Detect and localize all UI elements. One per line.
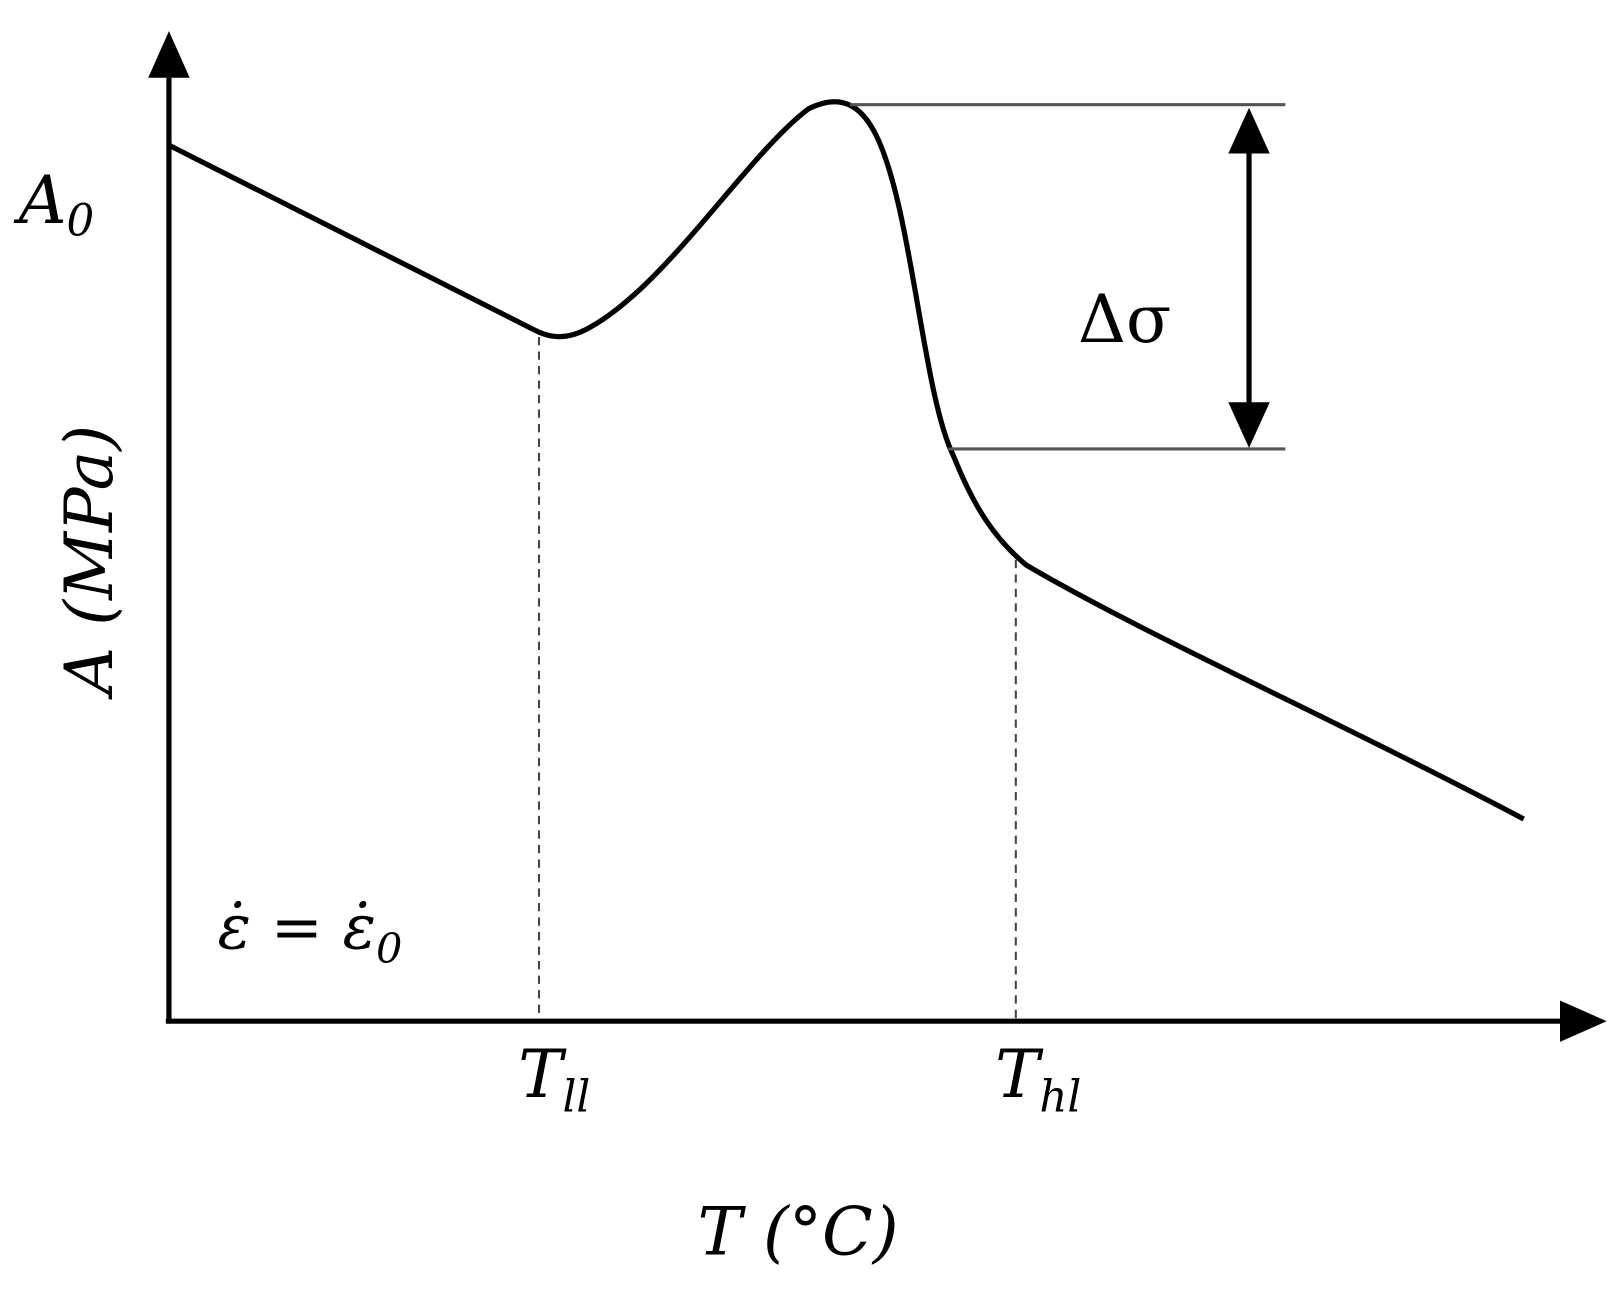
y-axis-label: A (MPa) xyxy=(50,425,128,701)
x-axis-label: T (°C) xyxy=(698,1192,899,1270)
strain-rate-sub: 0 xyxy=(376,925,402,973)
strain-rate-label: ε̇ = ε̇0 xyxy=(218,891,403,974)
a0-base: A xyxy=(13,161,67,239)
delta-arrow-head xyxy=(1228,402,1270,448)
x-axis-arrow xyxy=(1559,1000,1607,1042)
delta-sigma-label: Δσ xyxy=(1078,280,1171,358)
t-ll-sub: ll xyxy=(563,1072,591,1122)
strain-rate-lhs: ε̇ = ε̇ xyxy=(218,891,376,964)
t-ll-label: Tll xyxy=(518,1035,590,1123)
t-hl-sub: hl xyxy=(1039,1072,1081,1122)
t-hl-label: Thl xyxy=(995,1035,1081,1123)
t-hl-base: T xyxy=(995,1035,1044,1113)
t-ll-base: T xyxy=(518,1035,567,1113)
a0-label: A0 xyxy=(13,161,95,246)
delta-arrow-head xyxy=(1228,107,1270,154)
curve xyxy=(167,99,1525,822)
a0-sub: 0 xyxy=(67,196,95,246)
y-axis-arrow xyxy=(148,31,190,78)
